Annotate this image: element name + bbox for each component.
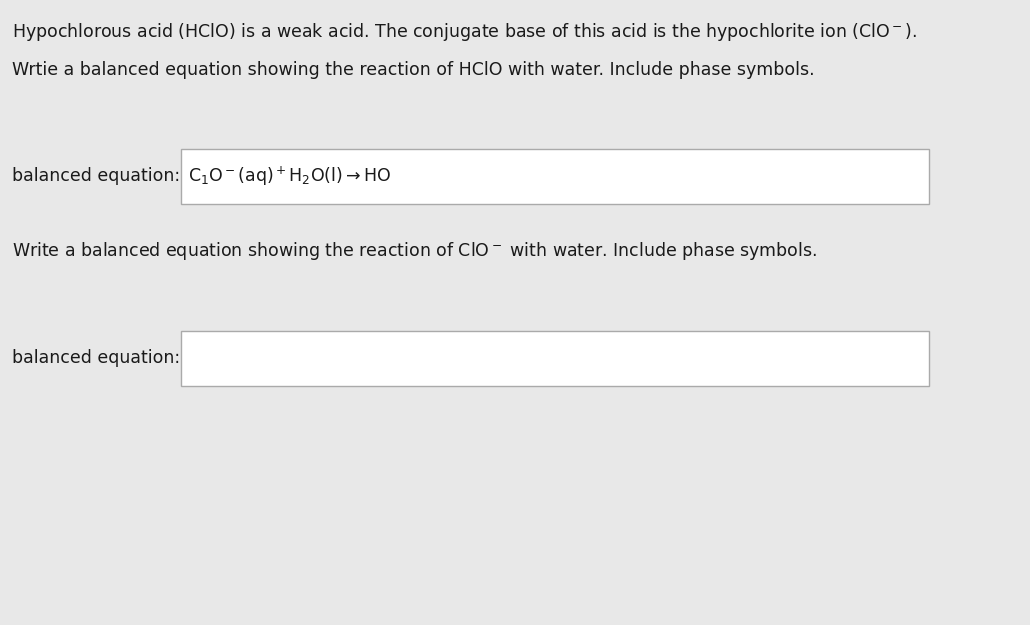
FancyBboxPatch shape [180, 149, 929, 204]
Text: Hypochlorous acid (HClO) is a weak acid. The conjugate base of this acid is the : Hypochlorous acid (HClO) is a weak acid.… [12, 21, 917, 43]
Text: balanced equation:: balanced equation: [12, 167, 180, 185]
Text: Wrtie a balanced equation showing the reaction of HClO with water. Include phase: Wrtie a balanced equation showing the re… [12, 61, 815, 79]
FancyBboxPatch shape [180, 331, 929, 386]
Text: Write a balanced equation showing the reaction of ClO$^-$ with water. Include ph: Write a balanced equation showing the re… [12, 240, 817, 262]
Text: $\mathrm{C_1O^-(aq)^+H_2O(l) \rightarrow HO}$: $\mathrm{C_1O^-(aq)^+H_2O(l) \rightarrow… [188, 164, 391, 188]
Text: balanced equation:: balanced equation: [12, 349, 180, 368]
